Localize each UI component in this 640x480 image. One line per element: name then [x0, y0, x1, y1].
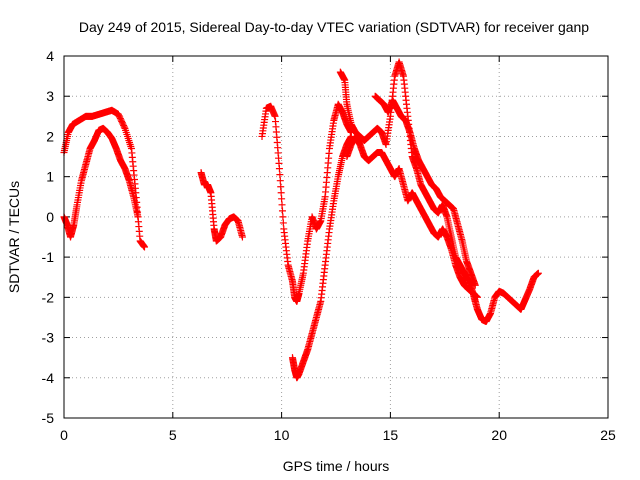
data-point-trail: [279, 213, 287, 221]
y-tick-label: 4: [46, 48, 54, 64]
y-tick-label: -3: [42, 330, 55, 346]
data-point: [238, 233, 246, 241]
y-axis-label: SDTVAR / TECUs: [6, 181, 22, 293]
y-tick-label: -5: [42, 410, 55, 426]
series-track-2: [60, 124, 142, 241]
tick-labels: 0 5 10 15 20 25 -5 -4 -3 -2 -1 0 1 2 3 4: [42, 48, 616, 443]
series-track-1: [60, 106, 149, 251]
data-point: [471, 281, 479, 289]
series-track-3: [197, 169, 246, 245]
y-tick-label: -2: [42, 289, 55, 305]
data-point-trail: [277, 183, 285, 191]
series-track-4: [258, 100, 355, 305]
data-point: [275, 165, 283, 173]
y-tick-label: 1: [46, 169, 54, 185]
data-point: [134, 213, 142, 221]
y-tick-label: -4: [42, 370, 55, 386]
x-tick-label: 10: [274, 427, 290, 443]
data-point: [534, 269, 542, 277]
data-point-trail: [278, 201, 286, 209]
plot-frame: [63, 55, 609, 419]
series-track-9: [469, 269, 542, 325]
x-tick-label: 20: [491, 427, 507, 443]
series-track-5: [288, 132, 355, 382]
data-point-trail: [278, 207, 286, 215]
chart-title: Day 249 of 2015, Sidereal Day-to-day VTE…: [79, 19, 589, 35]
series-track-8: [371, 92, 479, 289]
y-tick-label: 2: [46, 128, 54, 144]
data-points: [60, 58, 542, 382]
data-point-trail: [279, 219, 287, 227]
data-point-trail: [278, 195, 286, 203]
y-tick-label: 0: [46, 209, 54, 225]
x-tick-label: 15: [383, 427, 399, 443]
x-tick-label: 0: [60, 427, 68, 443]
y-tick-label: 3: [46, 88, 54, 104]
x-tick-label: 25: [600, 427, 616, 443]
x-axis-label: GPS time / hours: [283, 458, 390, 474]
data-point: [141, 243, 149, 251]
data-point-trail: [276, 171, 284, 179]
data-point-trail: [276, 177, 284, 185]
y-tick-label: -1: [42, 249, 55, 265]
series-track-7: [343, 132, 481, 301]
data-point-trail: [277, 189, 285, 197]
data-point-trail: [120, 123, 128, 131]
x-tick-label: 5: [169, 427, 177, 443]
